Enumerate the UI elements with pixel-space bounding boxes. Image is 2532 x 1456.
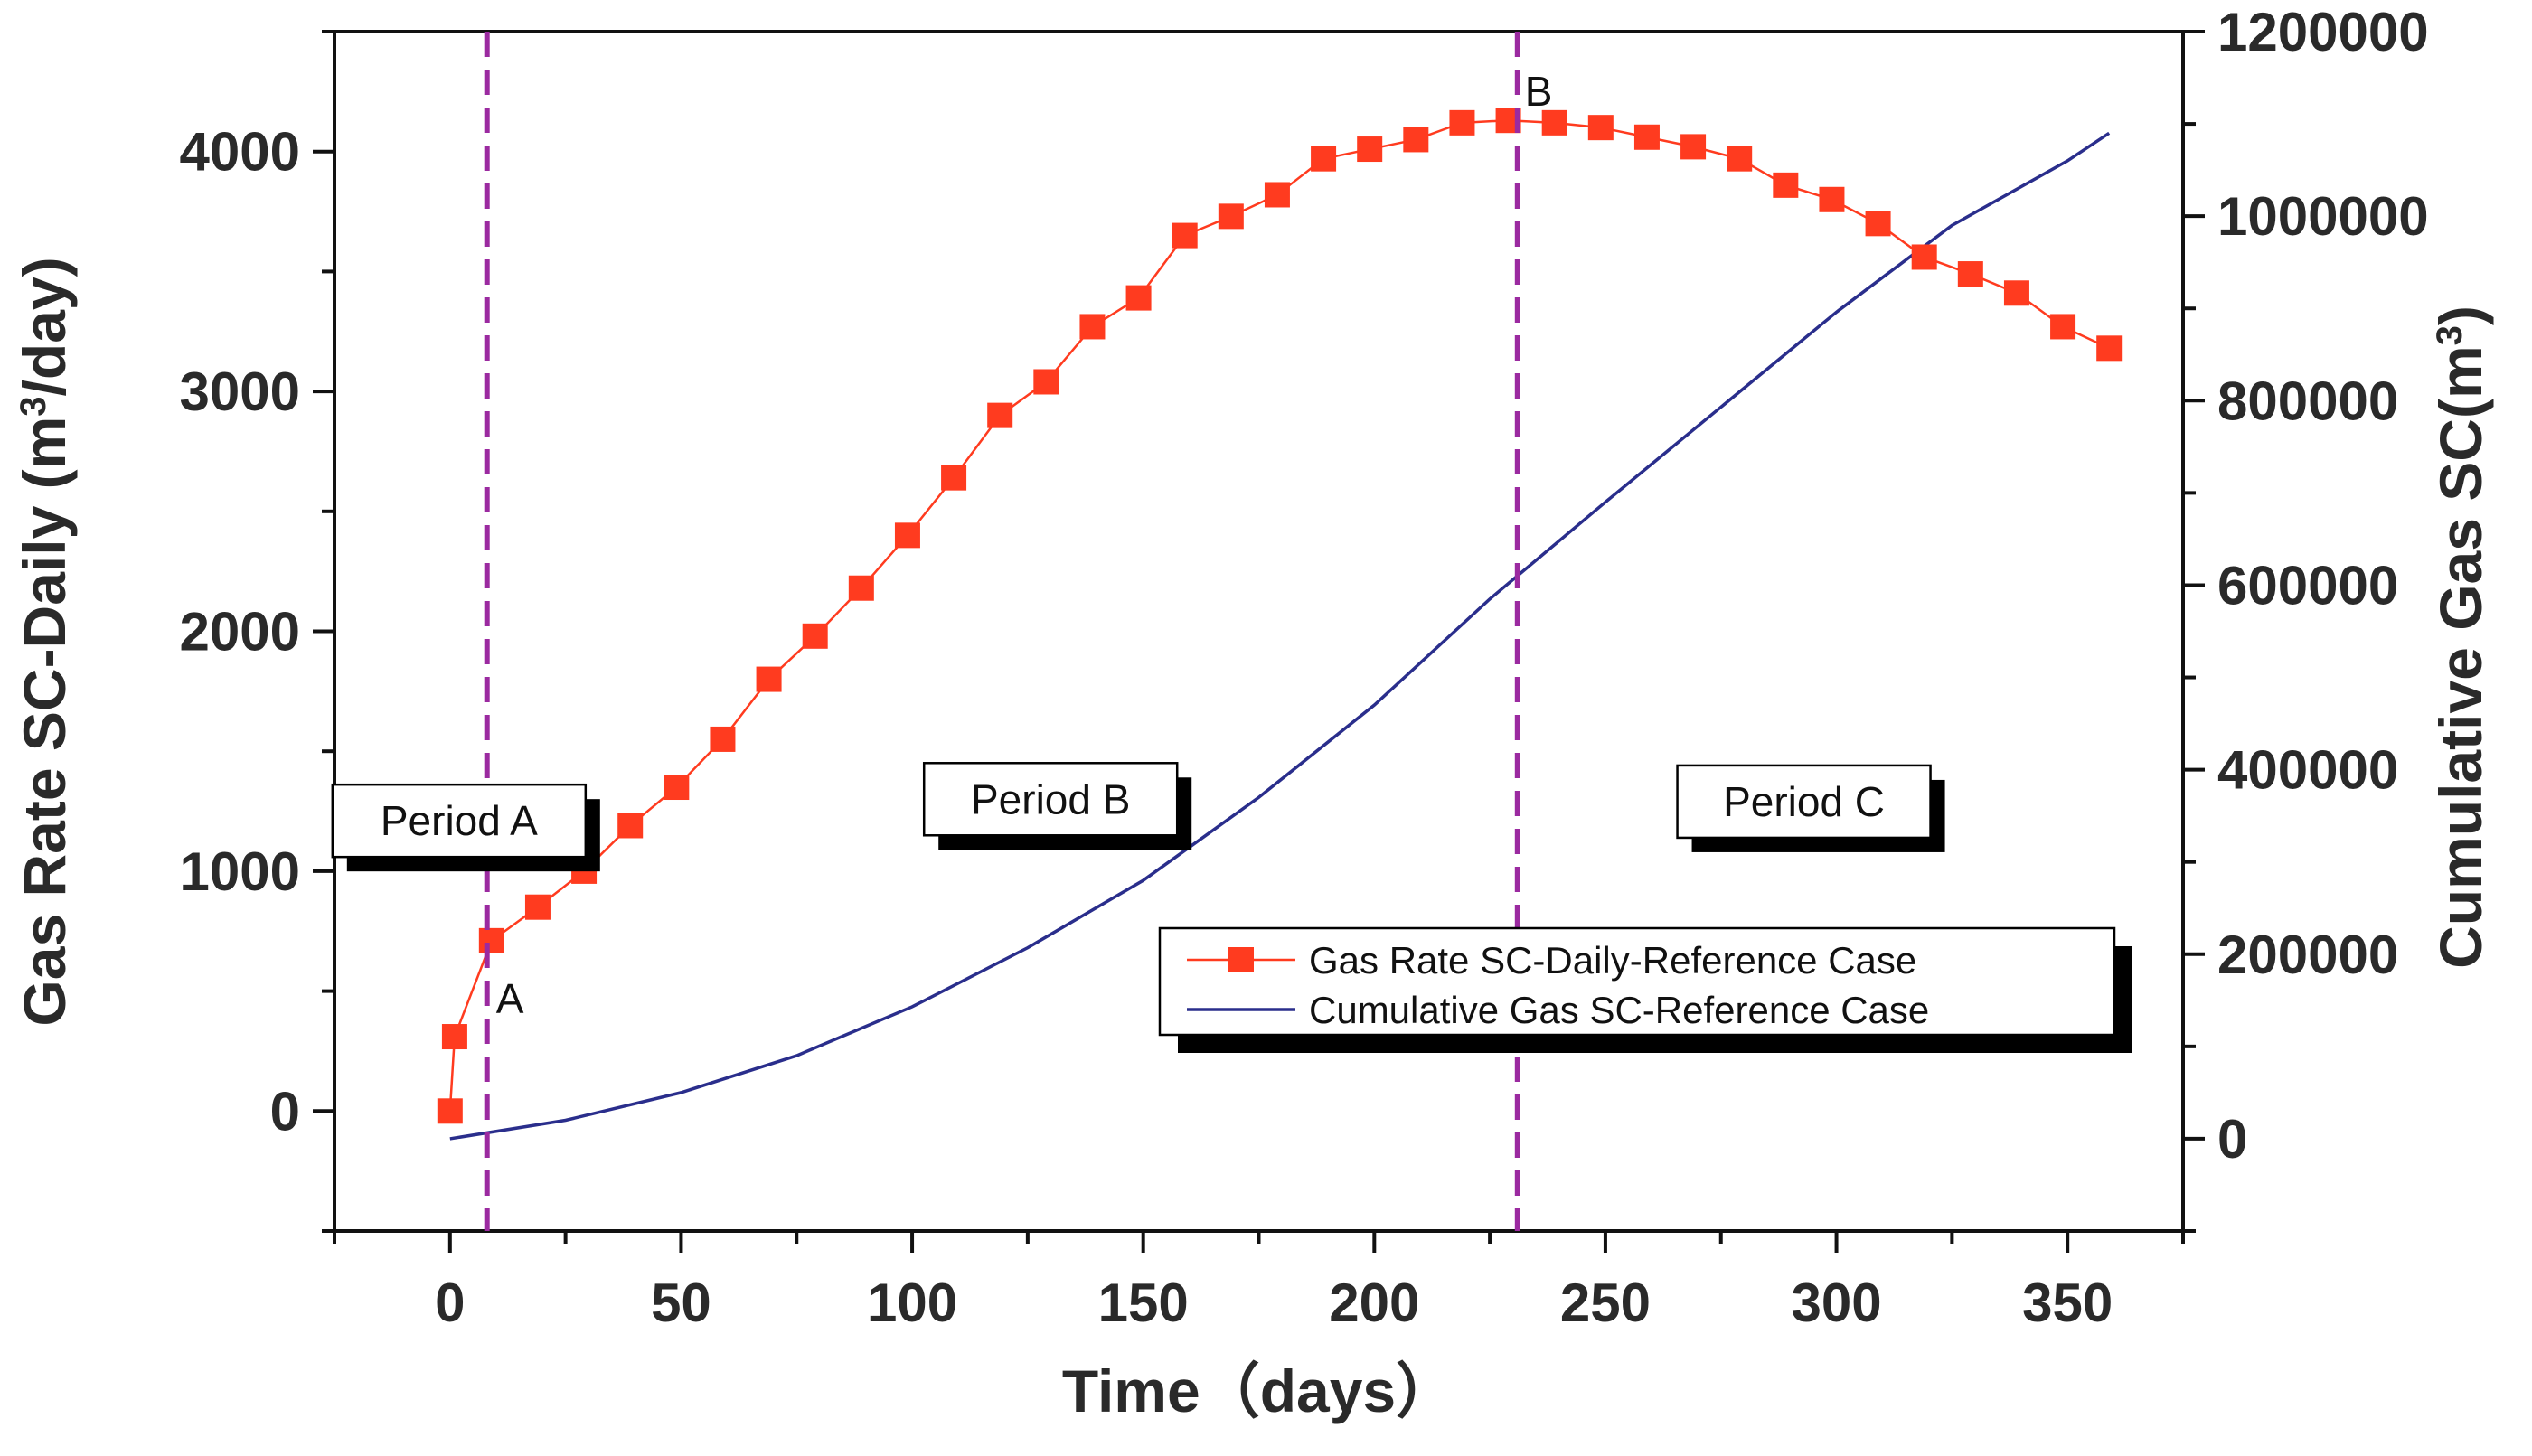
y-right-tick-label: 600000 <box>2217 555 2398 615</box>
gas-rate-point <box>524 894 551 920</box>
legend-box <box>1158 926 2116 1037</box>
period-box <box>1676 764 1932 840</box>
y-right-tick-label: 400000 <box>2217 740 2398 801</box>
x-tick-label: 300 <box>1792 1273 1882 1333</box>
gas-rate-point <box>617 813 644 839</box>
legend-label: Cumulative Gas SC-Reference Case <box>1309 989 1929 1031</box>
y-right-axis-title: Cumulative Gas SC(m3) <box>2427 305 2494 969</box>
gas-rate-point <box>1033 369 1059 395</box>
x-axis-title: Time（days） <box>1062 1357 1455 1424</box>
gas-rate-point <box>848 575 874 601</box>
gas-rate-point <box>2050 314 2076 340</box>
y-left-axis-title: Gas Rate SC-Daily (m3/day) <box>11 257 78 1026</box>
gas-rate-point <box>1957 261 1983 287</box>
x-tick-label: 100 <box>867 1273 957 1333</box>
gas-rate-point <box>664 775 690 801</box>
legend-label: Gas Rate SC-Daily-Reference Case <box>1309 939 1916 982</box>
x-tick-label: 200 <box>1329 1273 1419 1333</box>
y-right-tick-label: 200000 <box>2217 925 2398 985</box>
gas-rate-point <box>1403 127 1429 153</box>
gas-rate-point <box>1727 146 1753 172</box>
gas-rate-point <box>1125 285 1152 311</box>
gas-rate-point <box>437 1098 463 1124</box>
x-tick-label: 0 <box>435 1273 465 1333</box>
gas-rate-point <box>1865 211 1891 237</box>
y-right-tick-label: 1000000 <box>2217 186 2429 247</box>
gas-rate-point <box>1357 136 1383 163</box>
gas-rate-point <box>710 726 736 752</box>
marker-label: A <box>496 975 524 1022</box>
gas-rate-point <box>1311 146 1337 172</box>
gas-rate-point <box>941 465 967 491</box>
y-left-tick-label: 0 <box>270 1081 300 1141</box>
x-tick-label: 150 <box>1098 1273 1189 1333</box>
gas-rate-point <box>1911 244 1937 270</box>
period-box <box>922 762 1179 837</box>
gas-rate-point <box>987 402 1013 428</box>
legend-swatch-gas-rate-marker <box>1228 947 1254 972</box>
period-box <box>331 783 588 859</box>
y-left-tick-label: 3000 <box>180 362 300 422</box>
marker-label: B <box>1525 68 1553 115</box>
gas-rate-point <box>1773 172 1799 198</box>
y-right-tick-label: 1200000 <box>2217 2 2429 62</box>
y-left-tick-label: 4000 <box>180 122 300 183</box>
y-left-tick-label: 2000 <box>180 602 300 662</box>
gas-rate-point <box>2096 335 2123 362</box>
gas-rate-point <box>894 522 920 549</box>
gas-rate-point <box>478 927 504 953</box>
y-left-tick-label: 1000 <box>180 841 300 902</box>
gas-rate-point <box>1819 186 1845 212</box>
x-tick-label: 350 <box>2022 1273 2113 1333</box>
gas-rate-point <box>441 1024 467 1050</box>
gas-rate-point <box>1079 314 1106 340</box>
gas-rate-point <box>1587 115 1614 141</box>
gas-rate-point <box>802 623 828 649</box>
gas-rate-point <box>1541 109 1567 136</box>
period-label: Period C <box>1723 778 1885 825</box>
period-label: Period A <box>381 797 538 844</box>
cumulative-gas-line <box>449 131 2111 1141</box>
gas-rate-point <box>1633 124 1660 150</box>
gas-rate-point <box>1680 134 1707 160</box>
period-label: Period B <box>971 775 1130 822</box>
y-right-tick-label: 0 <box>2217 1109 2247 1169</box>
x-tick-label: 50 <box>651 1273 711 1333</box>
gas-rate-point <box>1218 203 1244 230</box>
gas-rate-point <box>756 666 782 692</box>
gas-rate-point <box>1264 182 1290 208</box>
gas-rate-point <box>1172 222 1198 249</box>
gas-rate-point <box>1449 109 1475 136</box>
gas-rate-point <box>2003 280 2029 306</box>
y-right-tick-label: 800000 <box>2217 371 2398 431</box>
x-tick-label: 250 <box>1560 1273 1651 1333</box>
